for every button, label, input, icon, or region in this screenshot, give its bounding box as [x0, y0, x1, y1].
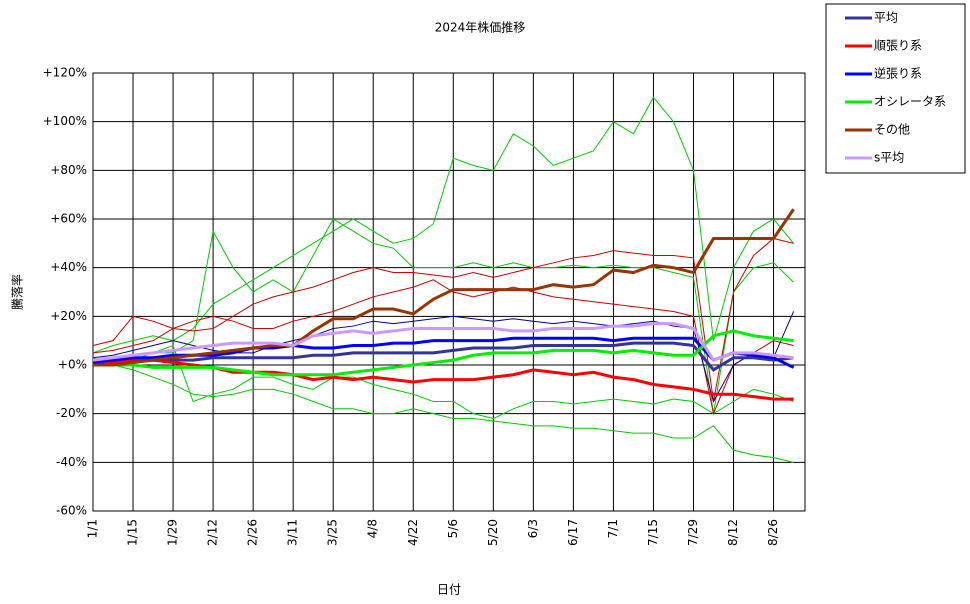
x-axis-label: 日付 — [437, 583, 461, 597]
y-tick-label: +40% — [50, 260, 87, 274]
x-tick-label: 1/29 — [166, 519, 180, 546]
y-tick-label: -60% — [56, 504, 87, 518]
x-tick-label: 4/8 — [366, 519, 380, 538]
x-tick-label: 3/25 — [326, 519, 340, 546]
stock-line — [92, 218, 794, 414]
y-tick-label: +120% — [43, 66, 87, 80]
series-line — [92, 336, 795, 369]
y-tick-label: +60% — [50, 212, 87, 226]
stock-line — [92, 311, 795, 403]
x-tick-label: 5/20 — [486, 519, 500, 546]
series-line — [93, 329, 794, 377]
series-line — [92, 322, 794, 362]
legend-label: s平均 — [874, 151, 904, 165]
x-tick-label: 1/1 — [86, 519, 100, 538]
legend-label: 平均 — [874, 11, 898, 25]
x-tick-label: 2/26 — [246, 519, 260, 546]
legend-label: 順張り系 — [874, 39, 922, 53]
y-tick-label: -40% — [56, 455, 87, 469]
x-tick-label: 1/15 — [126, 519, 140, 546]
y-tick-label: -20% — [56, 406, 87, 420]
x-tick-label: 7/15 — [646, 519, 660, 546]
y-tick-label: +0% — [58, 358, 87, 372]
x-tick-label: 8/12 — [726, 519, 740, 546]
y-axis-label: 騰落率 — [10, 274, 25, 310]
y-tick-label: +20% — [50, 309, 87, 323]
series-line — [93, 208, 795, 367]
x-tick-label: 4/22 — [406, 519, 420, 546]
x-tick-label: 2/12 — [206, 519, 220, 546]
series-line — [92, 341, 794, 372]
stock-line — [92, 279, 794, 416]
stock-line — [92, 344, 794, 420]
x-tick-label: 3/11 — [286, 519, 300, 546]
x-tick-label: 6/3 — [526, 519, 540, 538]
legend-label: オシレータ系 — [874, 95, 946, 109]
y-tick-label: +80% — [50, 163, 87, 177]
x-tick-label: 7/29 — [686, 519, 700, 546]
legend-label: その他 — [874, 123, 910, 137]
x-tick-label: 5/6 — [446, 519, 460, 538]
x-tick-label: 6/17 — [566, 519, 580, 546]
stock-line — [92, 357, 794, 463]
stock-line — [92, 237, 794, 402]
stock-line — [92, 96, 794, 354]
legend-label: 逆張り系 — [874, 66, 922, 81]
x-tick-label: 8/26 — [766, 519, 780, 546]
legend-box — [825, 3, 966, 174]
x-tick-label: 7/1 — [606, 519, 620, 538]
chart-title: 2024年株価推移 — [435, 20, 526, 35]
y-tick-label: +100% — [43, 114, 87, 128]
